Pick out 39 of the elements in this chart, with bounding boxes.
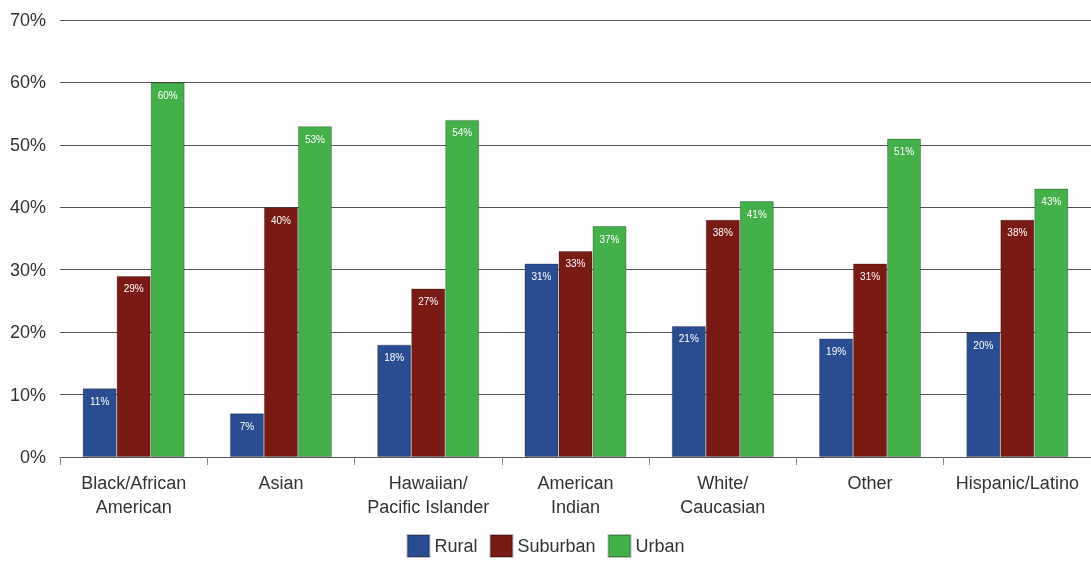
data-label: 51% bbox=[894, 146, 915, 158]
data-label: 31% bbox=[860, 270, 881, 282]
y-tick-label: 20% bbox=[9, 322, 46, 343]
data-label: 38% bbox=[1007, 227, 1028, 239]
data-label: 19% bbox=[826, 345, 847, 357]
y-tick-label: 50% bbox=[9, 134, 46, 155]
y-tick-label: 40% bbox=[9, 197, 46, 218]
y-tick-label: 30% bbox=[9, 259, 46, 280]
data-label: 21% bbox=[678, 333, 699, 345]
data-label: 40% bbox=[270, 214, 292, 226]
legend-label: Rural bbox=[434, 536, 478, 556]
y-tick-label: 60% bbox=[9, 72, 46, 93]
legend-label: Urban bbox=[635, 536, 685, 556]
data-label: 54% bbox=[452, 127, 473, 139]
data-label: 7% bbox=[239, 420, 255, 432]
x-tick-label: Hispanic/Latino bbox=[955, 473, 1079, 493]
x-tick-label: Other bbox=[847, 473, 893, 493]
x-tick-label: Black/African American bbox=[81, 473, 187, 517]
data-label: 41% bbox=[746, 208, 767, 220]
x-tick-label: American Indian bbox=[537, 473, 614, 517]
x-tick-label: Asian bbox=[258, 473, 304, 493]
legend-label: Suburban bbox=[517, 536, 596, 556]
data-label: 60% bbox=[157, 89, 178, 101]
data-label: 29% bbox=[123, 283, 144, 295]
data-label: 11% bbox=[90, 395, 110, 407]
x-tick-label: White/ Caucasian bbox=[680, 473, 766, 517]
y-tick-label: 0% bbox=[19, 447, 46, 467]
data-label: 43% bbox=[1041, 196, 1062, 208]
data-label: 18% bbox=[384, 352, 405, 364]
data-label: 33% bbox=[565, 258, 586, 270]
data-label: 37% bbox=[599, 233, 620, 245]
data-label: 53% bbox=[304, 133, 326, 145]
data-label: 20% bbox=[973, 339, 994, 351]
y-tick-label: 10% bbox=[9, 384, 46, 405]
data-label: 38% bbox=[712, 227, 733, 239]
y-tick-label: 70% bbox=[9, 10, 46, 30]
data-label: 27% bbox=[418, 295, 439, 307]
x-tick-label: Hawaiian/ Pacific Islander bbox=[367, 473, 490, 517]
data-label: 31% bbox=[531, 270, 552, 282]
